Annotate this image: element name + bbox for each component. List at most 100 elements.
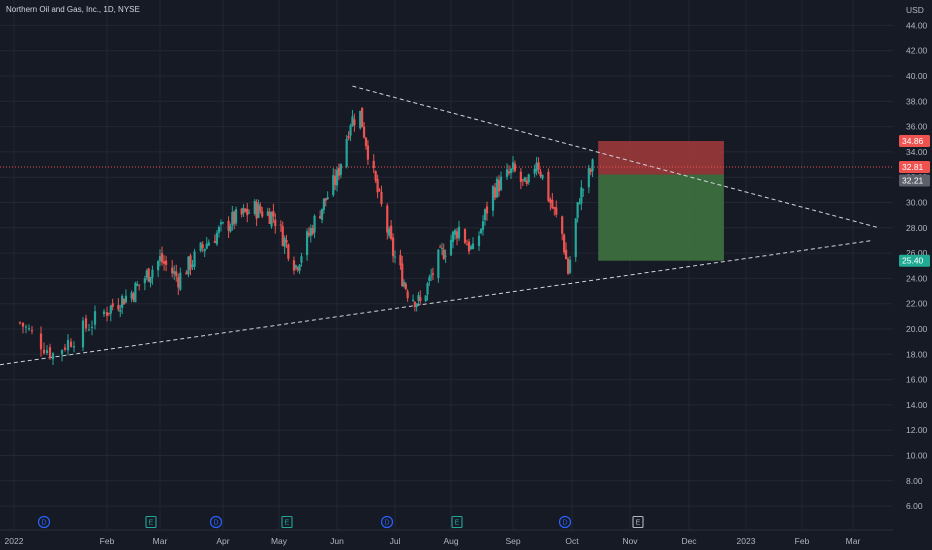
candle-body xyxy=(576,202,579,218)
candle-body xyxy=(366,145,370,160)
price-tick-label: 44.00 xyxy=(906,20,928,30)
dividend-marker[interactable] xyxy=(37,515,51,529)
candle-body xyxy=(179,272,182,290)
candle-body xyxy=(234,209,238,224)
candle-body xyxy=(453,230,457,235)
candle-body xyxy=(347,135,350,139)
take-profit-zone[interactable] xyxy=(598,174,724,261)
candle-body xyxy=(309,227,312,236)
candle-body xyxy=(87,329,91,331)
candle-body xyxy=(565,249,568,260)
time-tick-label: Sep xyxy=(505,536,520,546)
candle-body xyxy=(270,212,273,227)
candle-body xyxy=(205,243,208,249)
candle-body xyxy=(533,168,536,174)
position-zones[interactable] xyxy=(598,141,724,261)
candle-body xyxy=(332,175,335,196)
stop-price-tag xyxy=(899,135,930,148)
symbol-title[interactable]: Northern Oil and Gas, Inc., 1D, NYSE xyxy=(6,5,140,14)
candle-body xyxy=(580,187,583,204)
candle-body xyxy=(130,292,133,299)
candle-body xyxy=(134,282,137,303)
candle-body xyxy=(553,207,556,209)
currency-label: USD xyxy=(906,5,924,15)
candle-body xyxy=(404,283,407,290)
time-tick-label: Apr xyxy=(216,536,229,546)
candle-body xyxy=(326,197,329,200)
dividend-marker[interactable] xyxy=(209,515,223,529)
candle-body xyxy=(351,116,354,127)
earnings-marker[interactable] xyxy=(145,515,157,529)
last-price-tag-label: 32.81 xyxy=(902,162,924,172)
candle-body xyxy=(72,346,76,348)
candle-body xyxy=(541,174,544,179)
candle-body xyxy=(511,162,515,170)
candle-body xyxy=(185,272,188,275)
candle-body xyxy=(227,220,230,231)
candle-body xyxy=(305,231,309,256)
candle-body xyxy=(591,159,594,172)
price-tick-label: 36.00 xyxy=(906,122,928,132)
time-tick-label: Jun xyxy=(330,536,344,546)
candle-body xyxy=(401,263,404,287)
price-tick-label: 12.00 xyxy=(906,425,928,435)
candle-body xyxy=(424,295,427,302)
candle-body xyxy=(233,211,236,225)
time-tick-label: Mar xyxy=(846,536,861,546)
candle-body xyxy=(201,244,204,249)
price-tick-label: 18.00 xyxy=(906,349,928,359)
candle-body xyxy=(507,171,511,174)
earnings-marker[interactable] xyxy=(632,515,644,529)
candle-body xyxy=(66,339,70,351)
candle-body xyxy=(292,260,296,271)
time-tick-label: Mar xyxy=(153,536,168,546)
dividend-marker[interactable] xyxy=(380,515,394,529)
candle-body xyxy=(406,291,409,299)
candle-body xyxy=(151,269,154,278)
price-tick-label: 22.00 xyxy=(906,299,928,309)
dividend-marker[interactable] xyxy=(558,515,572,529)
candle-body xyxy=(364,137,368,147)
candle-body xyxy=(229,226,232,232)
candle-body xyxy=(274,219,277,227)
candle-body xyxy=(281,226,284,246)
candle-body xyxy=(411,299,415,301)
candle-body xyxy=(440,247,444,249)
earnings-marker[interactable] xyxy=(281,515,293,529)
candle-body xyxy=(535,162,538,172)
candle-body xyxy=(294,265,297,268)
entry-price-tag xyxy=(899,174,930,187)
candle-body xyxy=(345,138,348,167)
candle-body xyxy=(149,277,152,283)
time-tick-label: Aug xyxy=(443,536,458,546)
candle-body xyxy=(39,333,43,350)
trendlines[interactable] xyxy=(0,85,893,366)
time-axis[interactable]: 2022 Feb Mar Apr May Jun Jul Aug Sep Oct Nov Dec 202… xyxy=(0,529,893,546)
candle-body xyxy=(335,169,339,186)
candle-body xyxy=(463,229,467,243)
price-tick-label: 40.00 xyxy=(906,71,928,81)
earnings-marker-label: E xyxy=(636,520,641,527)
candle-body xyxy=(257,203,260,218)
candle-body xyxy=(527,174,530,183)
candle-body xyxy=(399,255,402,266)
candle-body xyxy=(298,264,301,271)
candle-body xyxy=(171,267,174,274)
candle-body xyxy=(311,228,314,234)
candle-body xyxy=(132,293,135,300)
candle-body xyxy=(51,353,55,360)
candle-body xyxy=(495,178,499,198)
candle-body xyxy=(505,169,509,177)
time-tick-label: Dec xyxy=(681,536,697,546)
candle-body xyxy=(244,208,247,212)
candle-body xyxy=(93,311,97,325)
trendline-lower[interactable] xyxy=(0,239,873,366)
candle-body xyxy=(307,232,311,236)
earnings-marker[interactable] xyxy=(451,515,463,529)
candle-body xyxy=(231,211,234,226)
candle-body xyxy=(145,270,148,278)
candle-body xyxy=(203,248,206,252)
